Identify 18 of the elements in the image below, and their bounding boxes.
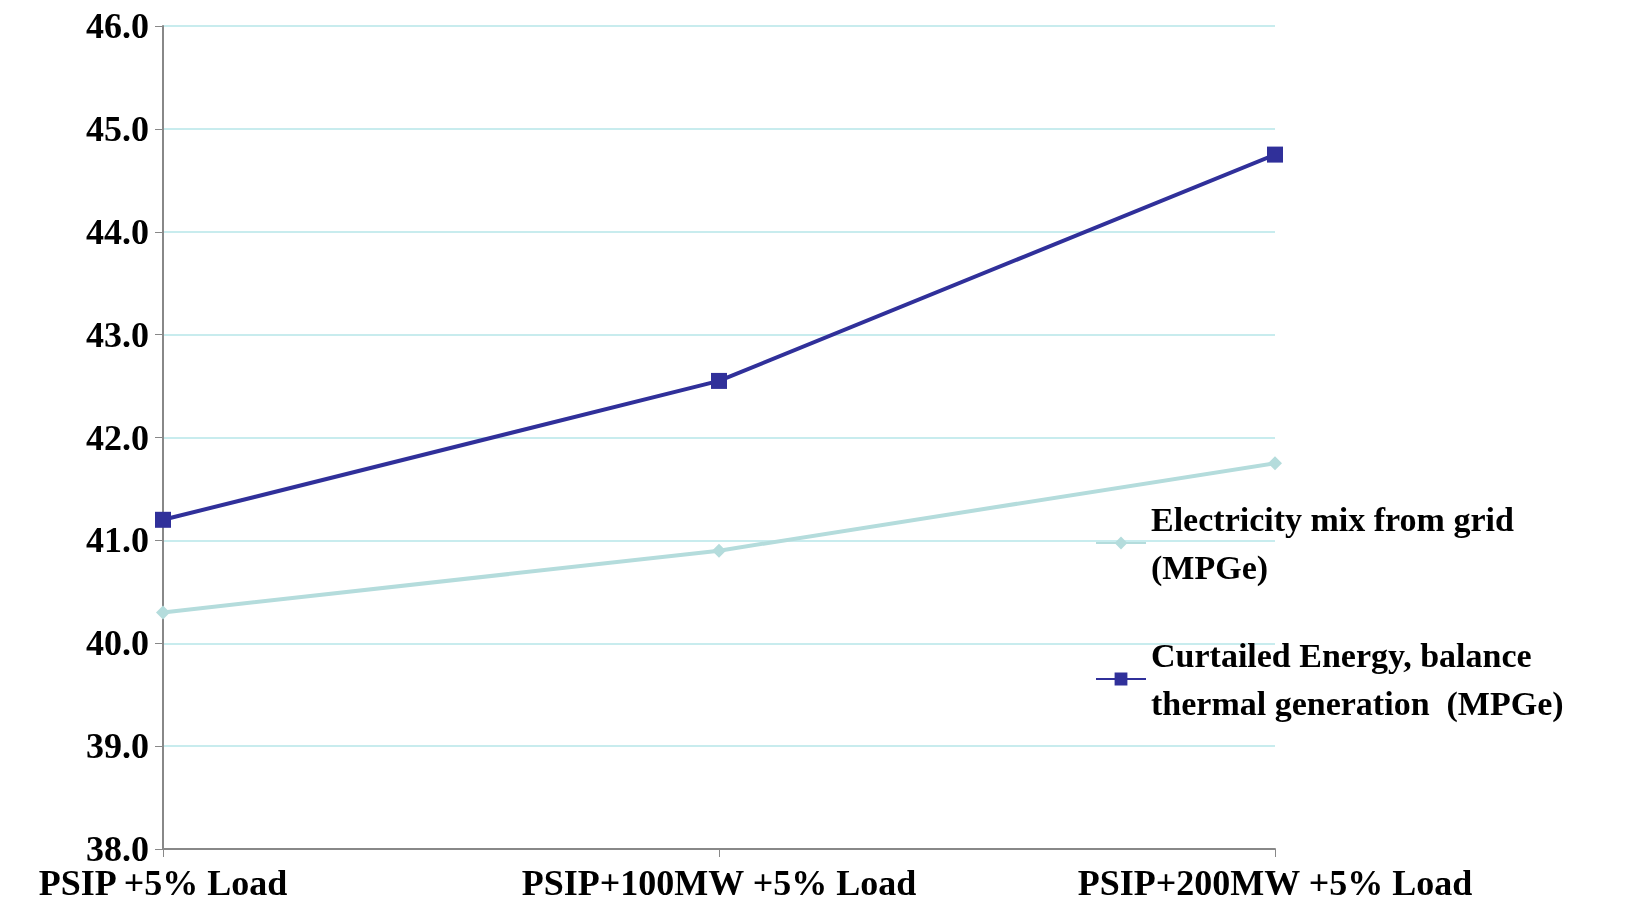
point [1268,456,1282,471]
point [155,511,171,528]
y-tick-label: 43.0 [86,314,149,355]
y-tick-label: 40.0 [86,623,149,664]
y-tick-label: 44.0 [86,211,149,252]
point [711,372,727,389]
point [1267,146,1283,163]
x-tick-label: PSIP+100MW +5% Load [521,863,917,903]
y-tick-label: 46.0 [86,6,149,46]
legend-label: Electricity mix from grid (MPGe) [1151,500,1523,587]
y-tick-label: 39.0 [86,726,149,767]
x-tick-label: PSIP+200MW +5% Load [1077,863,1473,903]
y-tick-label: 41.0 [86,520,149,561]
point [156,605,170,620]
legend-label: Curtailed Energy, balance thermal generation (MPGe) [1151,636,1564,723]
y-tick-label: 42.0 [86,417,149,458]
y-tick-label: 45.0 [86,108,149,149]
point [712,543,726,558]
